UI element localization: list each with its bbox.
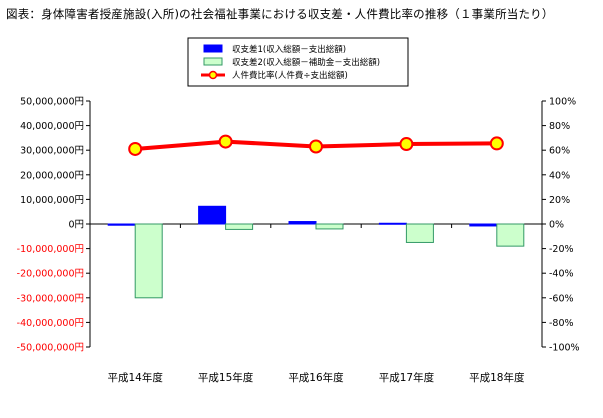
left-tick-label: -10,000,000円 — [17, 244, 84, 255]
series1-bar — [378, 222, 407, 225]
left-tick-label: 10,000,000円 — [20, 195, 84, 206]
left-tick-label: 50,000,000円 — [20, 97, 84, 108]
category-label: 平成18年度 — [469, 371, 525, 384]
legend-label: 人件費比率(人件費÷支出総額) — [232, 70, 348, 81]
right-tick-label: -60% — [549, 293, 574, 304]
series1-bar — [288, 221, 317, 225]
right-tick-label: -40% — [549, 269, 574, 280]
right-tick-label: 80% — [549, 121, 570, 132]
legend-label: 収支差2(収入総額－補助金－支出総額) — [232, 57, 380, 68]
right-tick-label: -100% — [549, 343, 580, 354]
chart-title: 図表：身体障害者授産施設(入所)の社会福祉事業における収支差・人件費比率の推移（… — [6, 7, 554, 21]
legend-label: 収支差1(収入総額－支出総額) — [232, 44, 346, 55]
category-label: 平成17年度 — [379, 371, 435, 384]
legend-swatch — [203, 57, 223, 66]
right-tick-label: 0% — [549, 220, 564, 231]
left-tick-label: 20,000,000円 — [20, 170, 84, 181]
series2-bar — [405, 223, 434, 243]
category-label: 平成15年度 — [198, 371, 254, 384]
series2-bar — [134, 223, 163, 299]
series2-bar — [496, 223, 525, 247]
left-tick-label: -50,000,000円 — [17, 343, 84, 354]
right-tick-label: -20% — [549, 244, 574, 255]
right-tick-label: -80% — [549, 318, 574, 329]
right-tick-label: 20% — [549, 195, 570, 206]
category-label: 平成14年度 — [108, 371, 164, 384]
series2-bar — [225, 223, 254, 230]
ratio-point — [128, 141, 143, 156]
series2-bar — [315, 223, 344, 230]
right-tick-label: 100% — [549, 97, 576, 108]
right-tick-label: 40% — [549, 170, 570, 181]
legend-box — [187, 37, 409, 87]
ratio-point — [309, 139, 323, 154]
legend-marker — [208, 70, 218, 80]
ratio-point — [218, 134, 233, 149]
legend-swatch — [203, 44, 223, 53]
left-tick-label: -20,000,000円 — [17, 269, 84, 280]
left-tick-label: 30,000,000円 — [20, 146, 84, 157]
series1-bar — [469, 223, 498, 227]
left-tick-label: -30,000,000円 — [17, 293, 84, 304]
left-tick-label: 0円 — [68, 220, 84, 231]
ratio-point — [489, 136, 504, 151]
series1-bar — [198, 205, 227, 225]
left-tick-label: -40,000,000円 — [17, 318, 84, 329]
series1-bar — [107, 223, 136, 226]
left-tick-label: 40,000,000円 — [20, 121, 84, 132]
right-tick-label: 60% — [549, 146, 570, 157]
ratio-point — [399, 137, 414, 152]
category-label: 平成16年度 — [288, 371, 344, 384]
